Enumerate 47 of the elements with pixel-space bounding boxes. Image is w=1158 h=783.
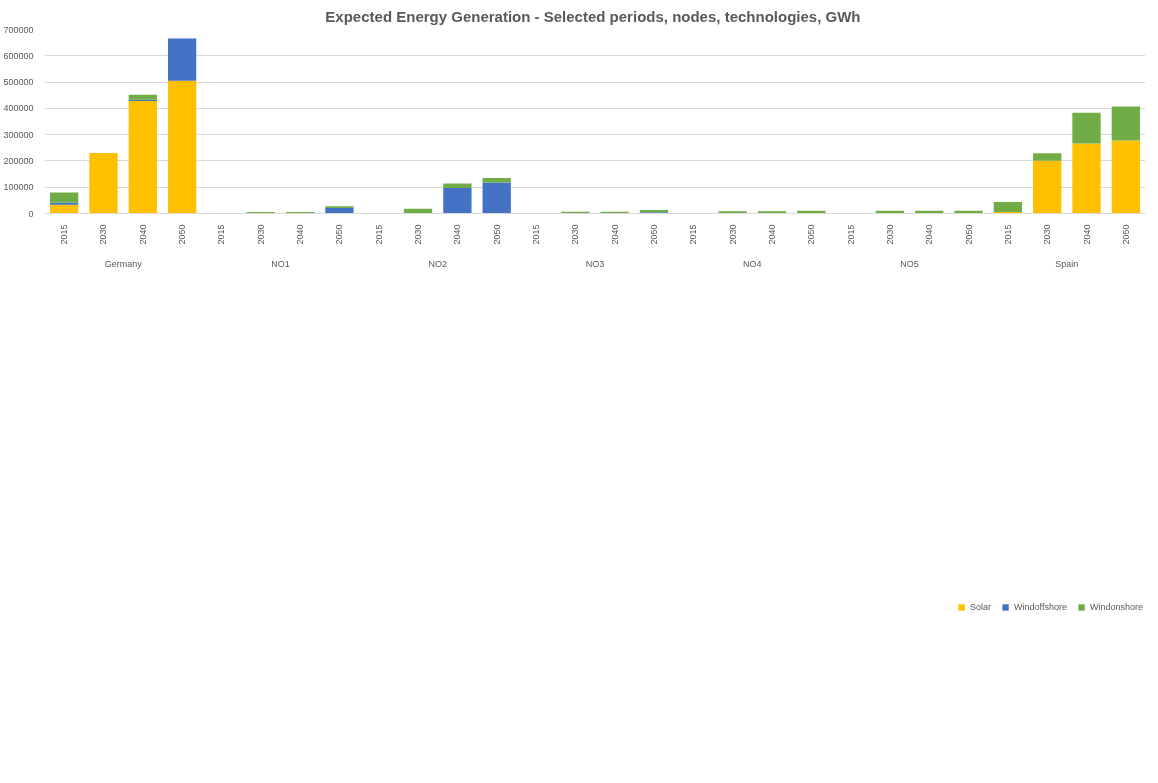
text: NO2	[428, 258, 447, 269]
x-tick-label: 2030	[413, 224, 424, 245]
legend-label: Solar	[970, 602, 992, 613]
x-tick-label: 2015	[1002, 224, 1013, 245]
x-tick-label: 2015	[531, 224, 542, 245]
text: NO4	[743, 258, 762, 269]
x-tick-label: 2015	[59, 224, 70, 245]
x-tick-label: 2040	[295, 224, 306, 245]
x-tick-label: 2030	[98, 224, 109, 245]
x-tick-label: 2050	[1120, 224, 1131, 245]
y-tick-label: 400000	[3, 103, 34, 114]
text: NO5	[900, 258, 919, 269]
y-tick-label: 600000	[3, 50, 34, 61]
x-tick-label: 2050	[334, 224, 345, 245]
y-tick-label: 500000	[3, 77, 34, 88]
x-tick-label: 2015	[373, 224, 384, 245]
x-tick-label: 2015	[688, 224, 699, 245]
text: Germany	[104, 258, 143, 269]
x-tick-label: 2030	[255, 224, 266, 245]
legend-label: Windonshore	[1089, 602, 1143, 613]
x-tick-label: 2050	[648, 224, 659, 245]
x-tick-label: 2050	[963, 224, 974, 245]
y-tick-label: 100000	[3, 182, 34, 193]
y-tick-label: 300000	[3, 129, 34, 140]
x-tick-label: 2030	[570, 224, 581, 245]
text: Spain	[1055, 258, 1079, 269]
text: NO1	[271, 258, 290, 269]
text: NO3	[585, 258, 605, 269]
x-tick-label: 2040	[766, 224, 777, 245]
chart-title: Expected Energy Generation - Selected periods, nodes, technologies, GWh	[325, 7, 861, 25]
x-tick-label: 2015	[845, 224, 856, 245]
x-tick-label: 2040	[609, 224, 620, 245]
x-tick-label: 2015	[216, 224, 227, 245]
legend-label: Windoffshore	[1014, 602, 1067, 613]
y-tick-label: 0	[28, 208, 34, 219]
x-tick-label: 2030	[1042, 224, 1053, 245]
x-tick-label: 2050	[177, 224, 188, 245]
x-tick-label: 2040	[137, 224, 148, 245]
x-tick-label: 2040	[924, 224, 935, 245]
x-tick-label: 2040	[1081, 224, 1092, 245]
x-tick-label: 2050	[806, 224, 817, 245]
x-tick-label: 2030	[727, 224, 738, 245]
x-tick-label: 2040	[452, 224, 463, 245]
y-tick-label: 700000	[3, 24, 34, 35]
y-tick-label: 200000	[3, 155, 34, 166]
x-tick-label: 2030	[884, 224, 895, 245]
x-tick-label: 2050	[491, 224, 502, 245]
